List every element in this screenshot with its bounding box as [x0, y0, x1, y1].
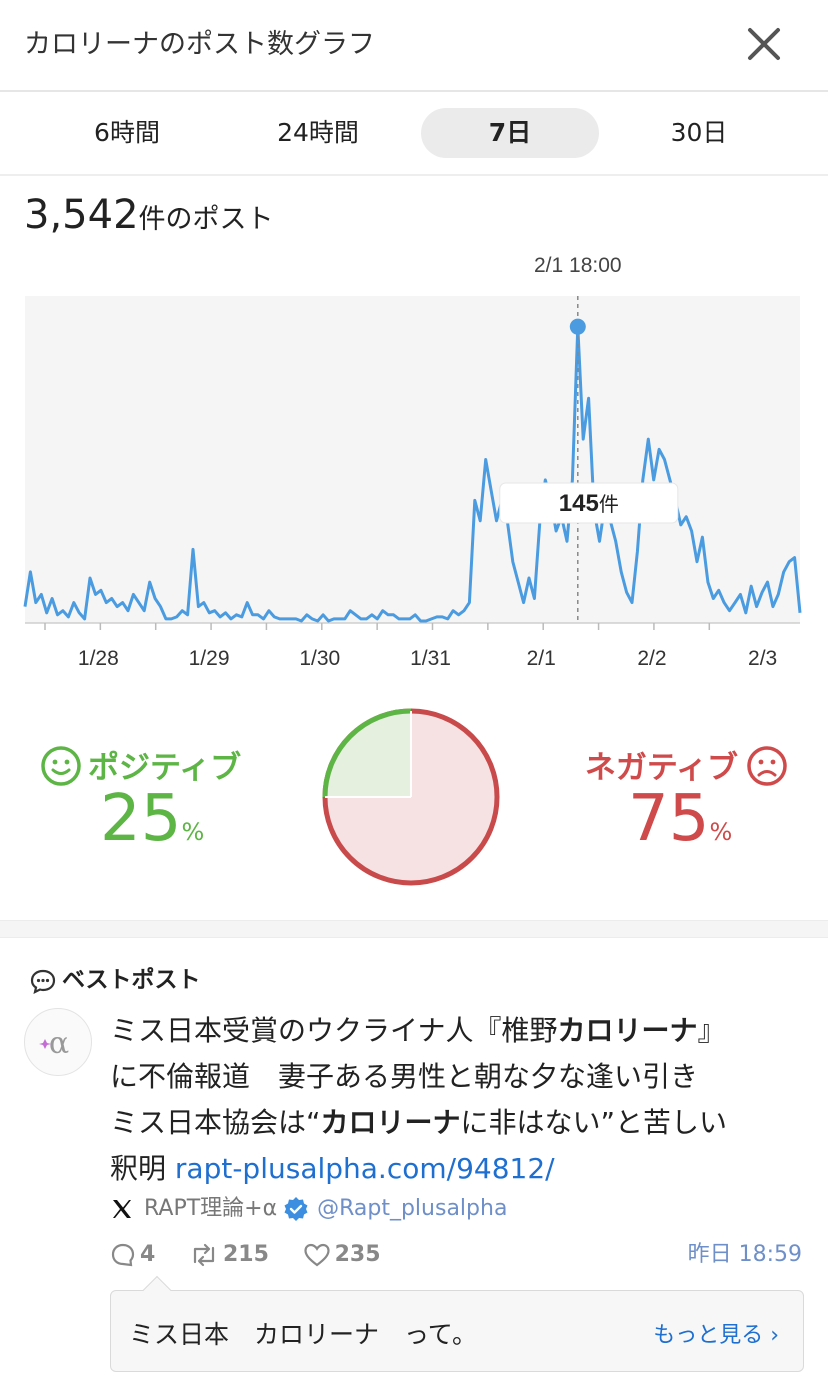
close-button[interactable] — [740, 22, 788, 70]
svg-text:α: α — [49, 1026, 69, 1061]
section-divider — [0, 920, 828, 938]
positive-label-text: ポジティブ — [88, 750, 242, 786]
post-line-3: ミス日本協会は“カロリーナに非はない”と苦しい — [110, 1100, 810, 1146]
x-tick-label: 1/28 — [78, 647, 119, 670]
negative-pct-sign: % — [709, 818, 733, 846]
post-text-segment: 釈明 — [110, 1152, 175, 1185]
tab-7d[interactable]: 7日 — [421, 108, 599, 158]
reply-count[interactable]: 4 — [110, 1240, 155, 1270]
page-title: カロリーナのポスト数グラフ — [24, 29, 375, 60]
heart-icon — [303, 1243, 330, 1267]
sentiment-pie — [322, 708, 500, 886]
highlight-point — [569, 318, 586, 335]
post-text-segment: 』 — [697, 1014, 726, 1047]
x-logo-icon — [113, 1200, 131, 1218]
reply-icon — [111, 1243, 135, 1267]
like-count[interactable]: 235 — [303, 1240, 381, 1270]
post-count-unit: 件のポスト — [138, 204, 274, 235]
verified-badge-icon — [284, 1197, 308, 1221]
positive-arc — [322, 708, 412, 798]
post-keyword: カロリーナ — [320, 1106, 461, 1139]
x-tick-label: 2/2 — [637, 647, 666, 670]
reply-count-value: 4 — [140, 1242, 156, 1267]
negative-label-text: ネガティブ — [584, 750, 738, 786]
post-text-segment: に非はない”と苦しい — [460, 1106, 728, 1139]
reply-preview-text: ミス日本 カロリーナ って。 — [129, 1320, 478, 1349]
author-name: RAPT理論+α — [144, 1196, 278, 1221]
tab-30d[interactable]: 30日 — [670, 118, 728, 147]
best-post-section: ベストポスト α ミス日本受賞のウクライナ人『椎野カロリーナ』 に不倫報道 妻子… — [0, 938, 828, 1396]
best-post-title-text: ベストポスト — [62, 967, 201, 993]
alpha-logo-icon: α — [39, 1026, 69, 1061]
positive-value: 25 — [100, 782, 182, 856]
post-chart: 1/28 1/29 1/30 1/31 2/1 2/2 2/3 2/1 18:00 145件 — [0, 240, 828, 680]
repost-count[interactable]: 215 — [189, 1240, 269, 1270]
speech-bubble-icon — [30, 969, 56, 994]
author-handle: @Rapt_plusalpha — [317, 1196, 508, 1221]
post-link[interactable]: rapt-plusalpha.com/94812/ — [174, 1152, 555, 1185]
avatar[interactable]: α — [24, 1008, 92, 1076]
close-icon — [748, 28, 780, 60]
best-post-title: ベストポスト — [30, 960, 200, 994]
tooltip-box — [499, 482, 679, 524]
negative-percent: 75% — [628, 782, 732, 856]
post-count: 3,542件のポスト — [24, 192, 274, 238]
post-line-2: に不倫報道 妻子ある男性と朝な夕な逢い引き — [110, 1060, 699, 1093]
post-count-number: 3,542 — [24, 192, 139, 238]
reply-box-notch — [142, 1275, 172, 1305]
repost-count-value: 215 — [222, 1242, 269, 1267]
positive-pct-sign: % — [181, 818, 205, 846]
post-keyword: カロリーナ — [557, 1014, 698, 1047]
modal-header: カロリーナのポスト数グラフ — [0, 0, 828, 92]
post-time[interactable]: 昨日 18:59 — [687, 1242, 802, 1267]
sad-icon — [747, 746, 787, 786]
reply-preview-box[interactable]: ミス日本 カロリーナ って。 もっと見る › — [110, 1275, 804, 1372]
show-more-link[interactable]: もっと見る › — [653, 1323, 779, 1348]
negative-label: ネガティブ — [585, 742, 788, 787]
x-tick-label: 1/30 — [299, 647, 340, 670]
positive-percent: 25% — [100, 782, 204, 856]
tab-6h[interactable]: 6時間 — [94, 118, 160, 147]
negative-value: 75 — [628, 782, 710, 856]
plot-area — [25, 296, 800, 623]
positive-label: ポジティブ — [40, 742, 241, 787]
like-count-value: 235 — [334, 1242, 381, 1267]
post-stats: 4 215 235 — [110, 1240, 407, 1270]
smile-icon — [41, 746, 81, 786]
post-line-1: ミス日本受賞のウクライナ人『椎野カロリーナ』 — [110, 1008, 810, 1054]
tab-24h[interactable]: 24時間 — [277, 118, 359, 147]
x-tick-label: 2/3 — [748, 647, 777, 670]
x-tick-label: 1/29 — [189, 647, 230, 670]
post-text-segment: ミス日本協会は“ — [110, 1106, 321, 1139]
repost-icon — [193, 1243, 215, 1267]
post-text[interactable]: ミス日本受賞のウクライナ人『椎野カロリーナ』 に不倫報道 妻子ある男性と朝な夕な… — [110, 1008, 810, 1192]
tooltip-value: 145件 — [559, 490, 619, 517]
positive-slice — [325, 711, 411, 797]
highlight-date-label: 2/1 18:00 — [534, 254, 622, 277]
x-tick-label: 1/31 — [410, 647, 451, 670]
line-chart[interactable]: 1/28 1/29 1/30 1/31 2/1 2/2 2/3 2/1 18:00 145件 — [0, 240, 828, 680]
time-range-tabs: 6時間 24時間 7日 30日 — [0, 92, 828, 176]
post-line-4: 釈明 rapt-plusalpha.com/94812/ — [110, 1146, 810, 1192]
x-tick-label: 2/1 — [527, 647, 556, 670]
post-text-segment: ミス日本受賞のウクライナ人『椎野 — [110, 1014, 558, 1047]
sentiment-section: ポジティブ 25% ネガティブ 75% — [0, 690, 828, 920]
author-row[interactable]: RAPT理論+α @Rapt_plusalpha — [110, 1194, 507, 1224]
tooltip-unit: 件 — [599, 493, 619, 516]
